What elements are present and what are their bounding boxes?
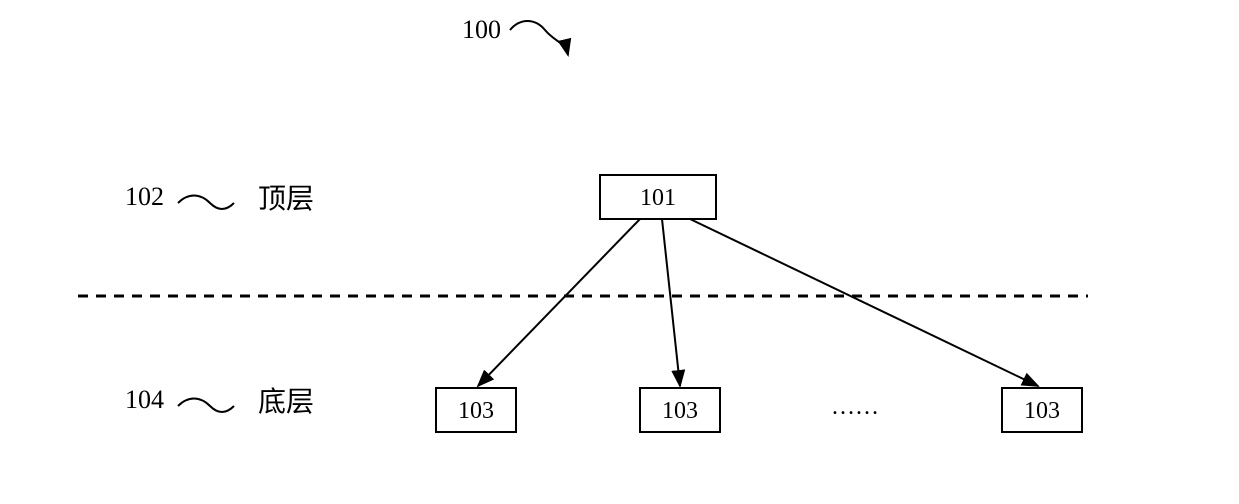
node-103-label: 103 <box>662 398 698 424</box>
ref-label-100: 100 <box>462 15 501 44</box>
node-101-label: 101 <box>640 185 676 211</box>
bottom-layer-name: 底层 <box>258 386 314 418</box>
node-103-label: 103 <box>458 398 494 424</box>
ellipsis: …… <box>831 394 879 420</box>
node-103-label: 103 <box>1024 398 1060 424</box>
ref-label-102: 102 <box>125 182 164 211</box>
ref-label-104: 104 <box>125 385 164 414</box>
top-layer-name: 顶层 <box>258 184 314 215</box>
